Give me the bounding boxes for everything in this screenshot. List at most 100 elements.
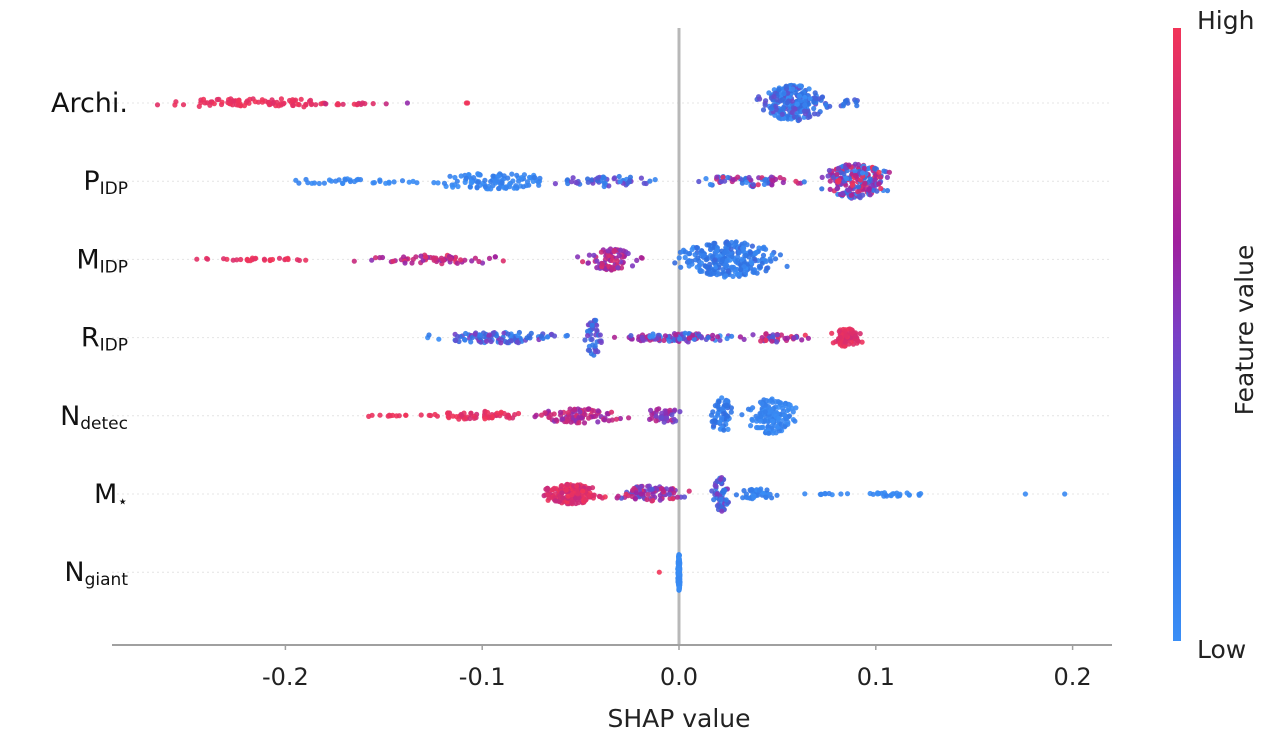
shap-point bbox=[781, 115, 787, 121]
shap-point bbox=[211, 101, 217, 107]
shap-point bbox=[494, 333, 500, 339]
shap-point bbox=[541, 493, 547, 499]
shap-point bbox=[290, 97, 296, 103]
shap-point bbox=[874, 188, 880, 194]
shap-point bbox=[830, 340, 836, 346]
shap-point bbox=[729, 253, 735, 260]
shap-point bbox=[499, 180, 505, 186]
shap-point bbox=[524, 179, 531, 185]
shap-point bbox=[585, 333, 591, 339]
shap-point bbox=[513, 183, 519, 189]
shap-point bbox=[872, 177, 878, 183]
feature-row-points bbox=[154, 82, 860, 124]
shap-point bbox=[749, 486, 755, 493]
shap-point bbox=[431, 180, 437, 186]
feature-label-sub: IDP bbox=[100, 257, 128, 277]
shap-point bbox=[373, 255, 379, 261]
shap-point bbox=[512, 412, 518, 418]
shap-point bbox=[606, 418, 612, 424]
feature-label-main: N bbox=[64, 557, 84, 588]
shap-point bbox=[574, 483, 580, 489]
shap-point bbox=[760, 252, 767, 258]
shap-point bbox=[741, 336, 747, 342]
shap-point bbox=[802, 491, 808, 497]
shap-point bbox=[722, 487, 728, 493]
shap-point bbox=[763, 268, 769, 274]
shap-point bbox=[834, 178, 841, 184]
feature-label: PIDP bbox=[83, 166, 128, 199]
shap-point bbox=[675, 580, 682, 586]
shap-point bbox=[743, 491, 750, 497]
shap-point bbox=[720, 267, 726, 273]
shap-point bbox=[609, 257, 616, 263]
feature-label-sub: IDP bbox=[100, 336, 128, 356]
shap-point bbox=[757, 96, 763, 102]
shap-point bbox=[778, 332, 785, 338]
shap-point bbox=[653, 418, 659, 424]
shap-point bbox=[783, 83, 789, 89]
shap-point bbox=[666, 338, 672, 344]
shap-point bbox=[805, 335, 812, 341]
shap-point bbox=[593, 413, 599, 419]
feature-label-main: M bbox=[94, 479, 117, 510]
shap-point bbox=[672, 260, 678, 266]
shap-point bbox=[467, 183, 473, 190]
shap-point bbox=[586, 485, 593, 492]
shap-point bbox=[569, 491, 575, 498]
shap-point bbox=[877, 174, 884, 180]
shap-point bbox=[764, 487, 770, 493]
shap-point bbox=[632, 496, 639, 502]
shap-point bbox=[738, 267, 744, 273]
shap-point bbox=[608, 409, 615, 415]
shap-point bbox=[492, 178, 498, 184]
shap-point bbox=[762, 409, 768, 415]
feature-label-sub: ⋆ bbox=[117, 492, 128, 512]
shap-point bbox=[321, 180, 327, 186]
shap-point bbox=[775, 404, 781, 410]
shap-point bbox=[711, 497, 717, 503]
shap-point bbox=[784, 335, 791, 341]
shap-point bbox=[482, 416, 488, 422]
shap-point bbox=[834, 171, 840, 177]
shap-point bbox=[662, 333, 669, 339]
shap-point bbox=[754, 270, 760, 276]
shap-point bbox=[760, 107, 767, 113]
shap-point bbox=[569, 499, 575, 505]
shap-point bbox=[660, 488, 666, 494]
shap-point bbox=[669, 412, 675, 418]
shap-point bbox=[463, 330, 469, 337]
shap-point bbox=[601, 417, 608, 423]
shap-point bbox=[755, 492, 761, 498]
shap-point bbox=[763, 246, 769, 252]
shap-point bbox=[586, 406, 592, 412]
shap-point bbox=[629, 263, 636, 269]
shap-point bbox=[462, 257, 468, 263]
shap-point bbox=[351, 258, 357, 264]
shap-point bbox=[666, 491, 673, 497]
shap-point bbox=[671, 416, 677, 422]
shap-point bbox=[238, 103, 244, 109]
shap-point bbox=[598, 339, 604, 345]
shap-point bbox=[819, 174, 825, 180]
shap-point bbox=[699, 335, 705, 341]
shap-point bbox=[718, 476, 724, 482]
shap-point bbox=[611, 266, 617, 272]
shap-point bbox=[585, 347, 592, 353]
shap-point bbox=[1022, 491, 1028, 497]
shap-point bbox=[878, 185, 884, 192]
shap-point bbox=[760, 424, 766, 430]
shap-point bbox=[370, 101, 376, 107]
shap-point bbox=[456, 416, 462, 422]
shap-point bbox=[888, 493, 894, 499]
shap-point bbox=[867, 192, 873, 198]
shap-point bbox=[519, 175, 525, 181]
shap-point bbox=[770, 430, 776, 436]
shap-point bbox=[849, 182, 856, 188]
shap-point bbox=[733, 492, 740, 498]
shap-point bbox=[740, 245, 746, 251]
shap-point bbox=[241, 103, 248, 109]
shap-point bbox=[768, 406, 774, 413]
shap-point bbox=[769, 177, 775, 183]
shap-point bbox=[426, 332, 432, 338]
shap-point bbox=[564, 482, 571, 488]
